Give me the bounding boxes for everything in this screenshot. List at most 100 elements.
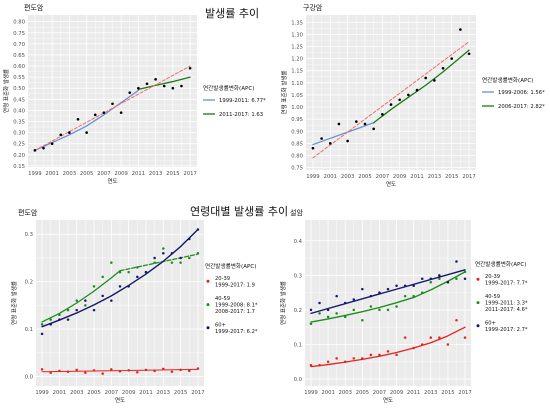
data-point-20-39 [162, 367, 165, 371]
y-tick-label: 1.10 [291, 81, 303, 87]
data-point-20-39 [420, 343, 424, 346]
data-point [188, 66, 192, 70]
y-tick-label: 0.20 [13, 153, 25, 159]
data-point-40-59 [412, 294, 415, 298]
y-tick-label: 0.4 [294, 239, 303, 245]
y-tick-label: 1.35 [291, 20, 303, 26]
data-point-40-59 [101, 275, 104, 279]
data-point-60+ [403, 284, 407, 287]
data-point-60+ [326, 308, 330, 312]
y-axis-title: 연령 표준화 발생률 [280, 71, 288, 115]
legend-key-point [206, 303, 210, 307]
data-point-60+ [429, 277, 433, 281]
x-tick-label: 2007 [105, 390, 118, 396]
legend-label: 20-39 [215, 276, 230, 282]
data-point-60+ [127, 285, 130, 288]
data-point-40-59 [153, 261, 156, 264]
x-tick-label: 2015 [441, 390, 454, 396]
chart-oral-total: 0.75 0.80 0.85 0.90 0.95 1.00 1.05 1.10 1.15 1.20… [280, 15, 545, 188]
data-point-60+ [170, 251, 174, 255]
data-point-40-59 [162, 247, 165, 250]
x-tick-label: 2011 [132, 171, 145, 177]
x-tick-label: 2013 [424, 390, 437, 396]
y-tick-label: 0.75 [13, 31, 25, 37]
x-tick-label: 2011 [410, 174, 423, 180]
data-point-60+ [420, 277, 424, 281]
data-point [76, 117, 80, 121]
data-point-20-39 [40, 368, 44, 371]
y-tick-label: 0.2 [294, 308, 302, 314]
legend-label: 40-59 [215, 296, 230, 302]
data-point-60+ [455, 260, 458, 263]
data-point [415, 88, 419, 92]
trend-line-40-59 [119, 253, 199, 272]
data-point-60+ [136, 275, 139, 279]
legend-sublabel: 2008-2017: 1.7 [215, 309, 255, 315]
data-point [162, 84, 166, 88]
data-point [355, 120, 358, 123]
data-point-60+ [110, 299, 113, 302]
data-point-20-39 [92, 369, 96, 372]
data-point-60+ [309, 308, 313, 312]
trend-line-3 [34, 65, 191, 151]
y-tick-label: 0.80 [291, 153, 303, 159]
x-tick-label: 2013 [157, 390, 170, 396]
data-point-60+ [101, 294, 104, 298]
data-point-60+ [318, 301, 321, 305]
data-point-60+ [58, 318, 61, 321]
data-point-20-39 [326, 360, 330, 364]
x-tick-label: 2005 [356, 390, 369, 396]
data-point-20-39 [153, 369, 156, 373]
y-tick-label: 0.1 [294, 343, 302, 349]
data-point-60+ [92, 308, 96, 312]
data-point-60+ [196, 228, 200, 231]
data-point-40-59 [369, 305, 373, 308]
data-point [111, 102, 114, 106]
x-tick-label: 2013 [428, 174, 441, 180]
y-tick-label: 0.50 [13, 86, 25, 92]
data-point-40-59 [420, 291, 424, 294]
data-point-20-39 [361, 357, 364, 360]
data-point-40-59 [378, 308, 381, 312]
data-point-40-59 [352, 308, 356, 312]
legend-key-point [476, 324, 480, 328]
trend-line-40-59 [41, 270, 121, 323]
data-point-20-39 [75, 368, 78, 372]
data-point-20-39 [136, 370, 139, 374]
panel-label-bottom-left: 편도암 [18, 209, 38, 217]
data-point [128, 91, 132, 94]
chart-thyroid-age: 0.0 0.1 0.2 0.3 1999 2001 2003 2005 2007 2009 2011… [10, 220, 258, 404]
data-point-40-59 [66, 308, 70, 312]
data-point-40-59 [309, 322, 313, 325]
y-tick-label: 0.90 [291, 129, 303, 135]
y-axis-title: 연령 표준화 발생률 [10, 281, 18, 325]
trend-line-2 [137, 76, 191, 90]
data-point-60+ [378, 291, 381, 294]
x-tick-label: 2011 [139, 390, 152, 396]
x-tick-label: 2009 [122, 390, 135, 396]
data-point-40-59 [343, 315, 347, 319]
x-tick-label: 2001 [45, 171, 58, 177]
y-axis-title: 연령 표준화 발생률 [279, 281, 287, 325]
data-point [180, 84, 183, 88]
data-point-40-59 [49, 318, 52, 321]
data-point-20-39 [170, 370, 174, 374]
data-point-40-59 [196, 251, 200, 255]
x-tick-label: 1999 [304, 390, 317, 396]
legend-label: 20-39 [485, 274, 500, 280]
legend-key-point [206, 279, 210, 283]
x-tick-label: 2017 [191, 390, 204, 396]
data-point [171, 86, 175, 90]
data-point [154, 78, 157, 81]
data-point-40-59 [40, 323, 44, 326]
data-point [93, 113, 97, 117]
x-tick-label: 2017 [183, 171, 196, 177]
data-point-40-59 [318, 312, 321, 315]
data-point [33, 149, 37, 152]
data-point [85, 131, 88, 134]
y-tick-label: 0.25 [13, 142, 25, 148]
data-point-20-39 [429, 336, 433, 339]
data-point-60+ [343, 301, 347, 305]
y-tick-label: 0.0 [294, 377, 303, 383]
